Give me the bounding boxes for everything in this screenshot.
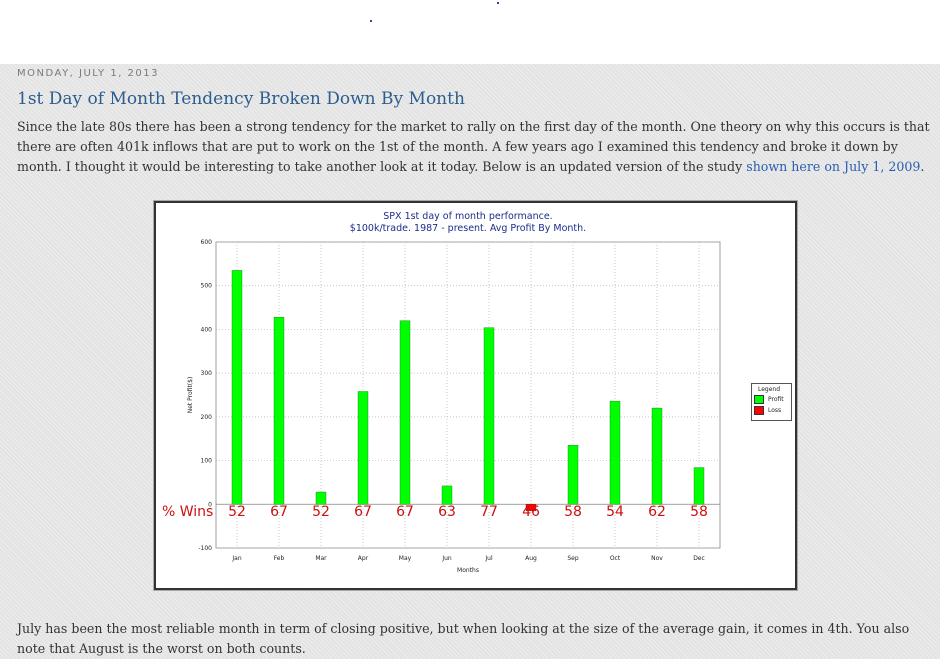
pct-wins-label: % Wins — [162, 504, 213, 520]
y-tick-label: 600 — [201, 239, 213, 246]
pct-wins-value: 77 — [480, 504, 498, 520]
bar-jan — [231, 270, 243, 505]
chart-subtitle: $100k/trade. 1987 - present. Avg Profit … — [350, 223, 586, 234]
legend-label-loss: Loss — [768, 407, 782, 414]
y-tick-label: -100 — [198, 545, 212, 552]
x-tick-label: Oct — [610, 555, 621, 562]
y-tick-label: 400 — [201, 326, 213, 333]
intro-end: . — [920, 159, 925, 174]
pct-wins-value: 67 — [354, 504, 372, 520]
bar-apr — [357, 391, 369, 505]
decorative-dot — [497, 2, 499, 4]
y-tick-label: 100 — [201, 458, 213, 465]
study-link[interactable]: shown here on July 1, 2009 — [746, 159, 921, 174]
chart-title: SPX 1st day of month performance. — [383, 211, 552, 222]
bar-jul — [483, 327, 495, 505]
pct-wins-value: 46 — [522, 504, 540, 520]
bar-dec — [693, 467, 705, 505]
pct-wins-value: 54 — [606, 504, 624, 520]
bar-chart: -100 0 100 200 300 400 500 600 Jan Feb Mar Apr May Ju… — [162, 211, 721, 574]
legend-label-profit: Profit — [768, 396, 784, 403]
date-header: MONDAY, JULY 1, 2013 — [17, 68, 160, 79]
bar-mar — [315, 491, 327, 505]
chart-legend: Legend Profit Loss — [751, 383, 792, 421]
x-tick-label: Apr — [358, 555, 369, 562]
bar-may — [399, 320, 411, 505]
bar-oct — [609, 400, 621, 505]
x-tick-label: Jun — [441, 555, 452, 562]
pct-wins-value: 67 — [396, 504, 414, 520]
legend-swatch-profit — [754, 395, 764, 404]
bar-nov — [651, 407, 663, 505]
pct-wins-value: 52 — [312, 504, 330, 520]
x-tick-label: Dec — [693, 555, 705, 562]
y-axis-label: Net Profit($) — [187, 377, 194, 414]
post-paragraph-intro: Since the late 80s there has been a stro… — [17, 117, 935, 177]
intro-text: Since the late 80s there has been a stro… — [17, 119, 930, 174]
y-tick-label: 0 — [208, 501, 212, 508]
bar-jun — [441, 485, 453, 505]
post-paragraph-conclusion: July has been the most reliable month in… — [17, 621, 910, 656]
x-tick-label: Mar — [315, 555, 327, 562]
x-tick-label: Jan — [231, 555, 241, 562]
x-tick-label: Sep — [567, 555, 579, 562]
bar-feb — [273, 316, 285, 505]
pct-wins-value: 52 — [228, 504, 246, 520]
pct-wins-value: 63 — [438, 504, 456, 520]
pct-wins-value: 58 — [564, 504, 582, 520]
x-tick-label: Nov — [651, 555, 663, 562]
legend-swatch-loss — [754, 406, 764, 415]
post-title[interactable]: 1st Day of Month Tendency Broken Down By… — [17, 89, 465, 109]
bar-aug — [525, 504, 537, 512]
pct-wins-value: 62 — [648, 504, 666, 520]
plot-area — [215, 241, 721, 549]
legend-item-loss: Loss — [754, 406, 781, 415]
chart-frame: -100 0 100 200 300 400 500 600 Jan Feb Mar Apr May Ju… — [154, 201, 797, 590]
top-band — [0, 0, 940, 64]
legend-title: Legend — [758, 386, 781, 393]
x-axis-label: Months — [457, 567, 479, 574]
decorative-dot — [370, 20, 372, 22]
x-tick-label: Feb — [274, 555, 285, 562]
y-tick-label: 200 — [201, 414, 213, 421]
y-tick-label: 500 — [201, 283, 213, 290]
y-tick-label: 300 — [201, 370, 213, 377]
pct-wins-value: 67 — [270, 504, 288, 520]
bar-sep — [567, 445, 579, 505]
x-tick-label: Jul — [484, 555, 493, 562]
legend-item-profit: Profit — [754, 395, 784, 404]
x-tick-label: Aug — [525, 555, 537, 562]
pct-wins-value: 58 — [690, 504, 708, 520]
x-tick-label: May — [399, 555, 412, 562]
